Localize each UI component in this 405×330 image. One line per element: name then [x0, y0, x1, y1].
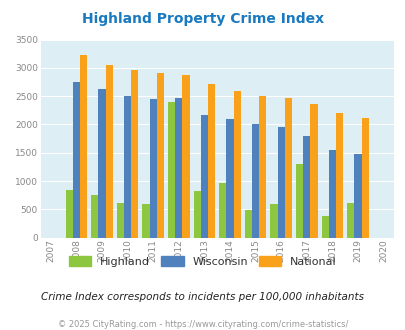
Bar — [156, 73, 164, 238]
Bar — [182, 75, 189, 238]
Bar — [303, 136, 309, 238]
Bar — [105, 65, 113, 238]
Bar — [335, 113, 342, 238]
Bar — [175, 98, 182, 238]
Bar — [98, 89, 105, 238]
Bar — [131, 70, 138, 238]
Text: Crime Index corresponds to incidents per 100,000 inhabitants: Crime Index corresponds to incidents per… — [41, 292, 364, 302]
Bar — [233, 90, 240, 238]
Text: © 2025 CityRating.com - https://www.cityrating.com/crime-statistics/: © 2025 CityRating.com - https://www.city… — [58, 320, 347, 329]
Bar — [321, 216, 328, 238]
Bar — [200, 115, 207, 238]
Bar — [346, 203, 354, 238]
Text: Highland Property Crime Index: Highland Property Crime Index — [82, 12, 323, 25]
Bar — [354, 154, 361, 238]
Bar — [149, 99, 156, 238]
Bar — [328, 150, 335, 238]
Bar — [142, 204, 149, 238]
Bar — [270, 204, 277, 238]
Bar — [91, 195, 98, 238]
Bar — [277, 127, 284, 238]
Bar — [124, 96, 131, 238]
Bar — [193, 191, 200, 238]
Bar — [284, 98, 291, 238]
Bar — [361, 118, 368, 238]
Bar — [258, 96, 266, 238]
Bar — [168, 102, 175, 238]
Bar — [244, 210, 252, 238]
Bar — [66, 189, 72, 238]
Bar — [207, 84, 215, 238]
Bar — [80, 55, 87, 238]
Bar — [226, 119, 233, 238]
Legend: Highland, Wisconsin, National: Highland, Wisconsin, National — [69, 256, 336, 267]
Bar — [72, 82, 80, 238]
Bar — [309, 104, 317, 238]
Bar — [219, 183, 226, 238]
Bar — [252, 124, 258, 238]
Bar — [295, 164, 303, 238]
Bar — [117, 203, 124, 238]
